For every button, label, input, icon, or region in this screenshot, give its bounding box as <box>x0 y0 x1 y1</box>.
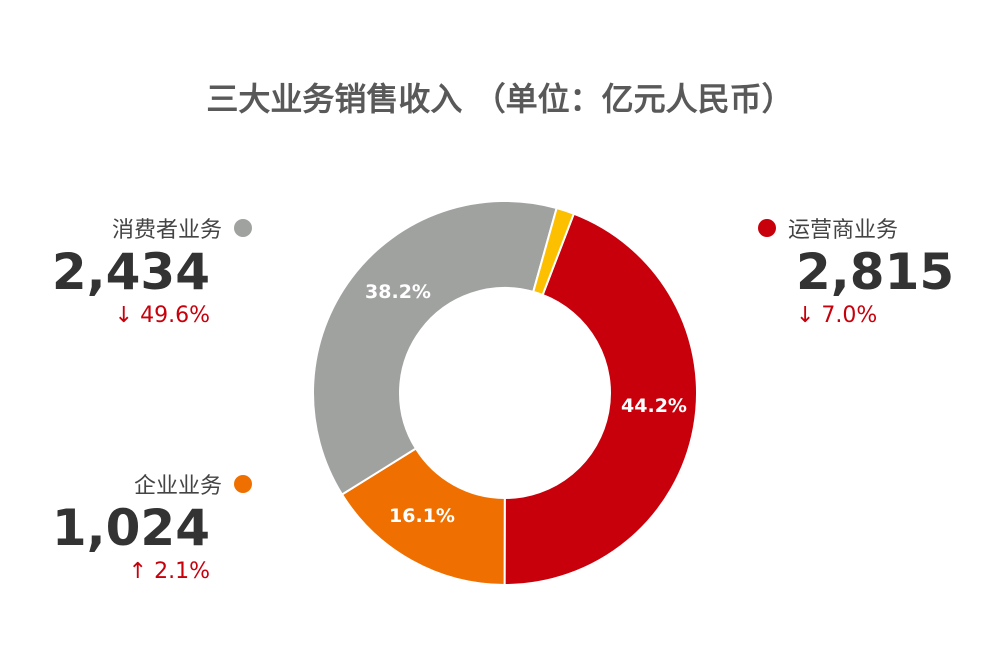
donut-slice-other <box>532 206 576 297</box>
legend-carrier-name: 运营商业务 <box>788 218 899 243</box>
legend-enterprise: 企业业务 1,024 ↑ 2.1% <box>40 468 252 584</box>
legend-carrier-dot-icon <box>758 219 776 237</box>
donut-slice-carrier <box>503 212 698 587</box>
legend-carrier-name-row: 运营商业务 <box>758 212 978 244</box>
legend-enterprise-name-row: 企业业务 <box>40 468 252 500</box>
legend-carrier-change: ↓ 7.0% <box>796 302 878 328</box>
slice-label-consumer: 38.2% <box>365 281 431 303</box>
legend-consumer-name: 消费者业务 <box>111 218 222 243</box>
legend-carrier: 运营商业务 2,815 ↓ 7.0% <box>758 212 978 328</box>
legend-consumer: 消费者业务 2,434 ↓ 49.6% <box>40 212 252 328</box>
legend-enterprise-dot-icon <box>234 475 252 493</box>
legend-carrier-value: 2,815 <box>796 243 955 301</box>
legend-consumer-dot-icon <box>234 219 252 237</box>
legend-consumer-value: 2,434 <box>51 243 210 301</box>
donut-slices <box>312 200 698 587</box>
legend-consumer-name-row: 消费者业务 <box>40 212 252 244</box>
donut-slice-consumer <box>312 200 558 496</box>
chart-title: 三大业务销售收入 （单位：亿元人民币） <box>206 80 794 118</box>
legend-consumer-change: ↓ 49.6% <box>114 302 210 328</box>
legend-enterprise-change: ↑ 2.1% <box>128 558 210 584</box>
slice-label-carrier: 44.2% <box>621 395 687 417</box>
legend-enterprise-name: 企业业务 <box>133 474 222 499</box>
legend-enterprise-value: 1,024 <box>51 499 210 557</box>
slice-label-enterprise: 16.1% <box>389 505 455 527</box>
